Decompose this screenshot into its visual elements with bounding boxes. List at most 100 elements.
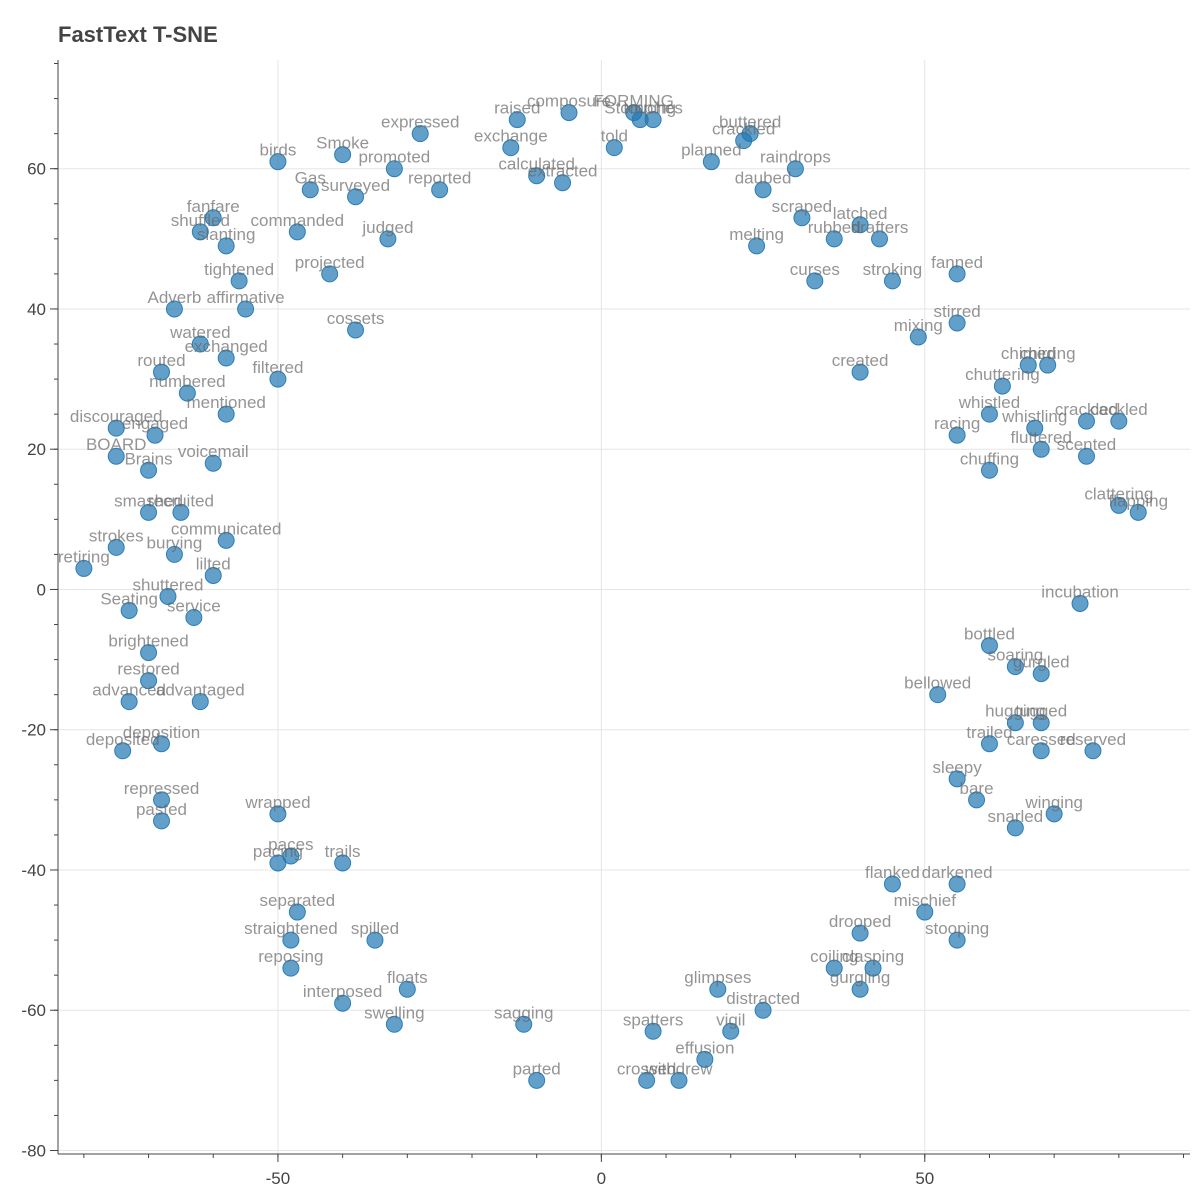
scatter-point[interactable] bbox=[909, 328, 927, 346]
scatter-point[interactable] bbox=[269, 805, 287, 823]
scatter-point[interactable] bbox=[502, 139, 520, 157]
scatter-point[interactable] bbox=[948, 314, 966, 332]
scatter-point[interactable] bbox=[379, 230, 397, 248]
scatter-point[interactable] bbox=[980, 405, 998, 423]
scatter-point[interactable] bbox=[1078, 447, 1096, 465]
scatter-point[interactable] bbox=[948, 875, 966, 893]
scatter-point[interactable] bbox=[1006, 658, 1024, 676]
scatter-point[interactable] bbox=[968, 791, 986, 809]
scatter-point[interactable] bbox=[754, 1001, 772, 1019]
scatter-point[interactable] bbox=[107, 419, 125, 437]
scatter-point[interactable] bbox=[1032, 742, 1050, 760]
scatter-point[interactable] bbox=[864, 959, 882, 977]
scatter-point[interactable] bbox=[347, 188, 365, 206]
scatter-point[interactable] bbox=[722, 1022, 740, 1040]
scatter-point[interactable] bbox=[347, 321, 365, 339]
scatter-point[interactable] bbox=[230, 272, 248, 290]
scatter-point[interactable] bbox=[702, 153, 720, 171]
scatter-point[interactable] bbox=[140, 503, 158, 521]
scatter-point[interactable] bbox=[1078, 412, 1096, 430]
scatter-point[interactable] bbox=[172, 503, 190, 521]
scatter-point[interactable] bbox=[120, 693, 138, 711]
scatter-point[interactable] bbox=[883, 272, 901, 290]
scatter-point[interactable] bbox=[217, 349, 235, 367]
scatter-point[interactable] bbox=[217, 405, 235, 423]
scatter-point[interactable] bbox=[980, 637, 998, 655]
scatter-point[interactable] bbox=[806, 272, 824, 290]
scatter-point[interactable] bbox=[366, 931, 384, 949]
scatter-point[interactable] bbox=[1032, 440, 1050, 458]
scatter-point[interactable] bbox=[334, 994, 352, 1012]
scatter-point[interactable] bbox=[185, 609, 203, 627]
scatter-point[interactable] bbox=[735, 132, 753, 150]
scatter-point[interactable] bbox=[107, 538, 125, 556]
scatter-point[interactable] bbox=[152, 735, 170, 753]
scatter-point[interactable] bbox=[1032, 665, 1050, 683]
scatter-point[interactable] bbox=[411, 125, 429, 143]
scatter-point[interactable] bbox=[1071, 594, 1089, 612]
scatter-point[interactable] bbox=[993, 377, 1011, 395]
scatter-point[interactable] bbox=[301, 181, 319, 199]
scatter-point[interactable] bbox=[165, 300, 183, 318]
scatter-point[interactable] bbox=[152, 363, 170, 381]
scatter-point[interactable] bbox=[1006, 819, 1024, 837]
scatter-point[interactable] bbox=[508, 111, 526, 129]
scatter-point[interactable] bbox=[644, 111, 662, 129]
scatter-point[interactable] bbox=[217, 237, 235, 255]
scatter-point[interactable] bbox=[431, 181, 449, 199]
scatter-point[interactable] bbox=[321, 265, 339, 283]
scatter-point[interactable] bbox=[288, 223, 306, 241]
scatter-point[interactable] bbox=[237, 300, 255, 318]
scatter-point[interactable] bbox=[851, 363, 869, 381]
scatter-point[interactable] bbox=[114, 742, 132, 760]
scatter-point[interactable] bbox=[204, 566, 222, 584]
scatter-point[interactable] bbox=[871, 230, 889, 248]
scatter-point[interactable] bbox=[282, 931, 300, 949]
scatter-point[interactable] bbox=[980, 461, 998, 479]
scatter-point[interactable] bbox=[929, 686, 947, 704]
scatter-point[interactable] bbox=[748, 237, 766, 255]
scatter-point[interactable] bbox=[398, 980, 416, 998]
scatter-point[interactable] bbox=[754, 181, 772, 199]
scatter-point[interactable] bbox=[528, 1071, 546, 1089]
scatter-point[interactable] bbox=[1026, 419, 1044, 437]
scatter-point[interactable] bbox=[605, 139, 623, 157]
scatter-point[interactable] bbox=[282, 959, 300, 977]
scatter-point[interactable] bbox=[385, 1015, 403, 1033]
scatter-point[interactable] bbox=[1129, 503, 1147, 521]
scatter-point[interactable] bbox=[152, 812, 170, 830]
scatter-point[interactable] bbox=[191, 335, 209, 353]
scatter-point[interactable] bbox=[334, 854, 352, 872]
scatter-point[interactable] bbox=[851, 980, 869, 998]
scatter-point[interactable] bbox=[269, 153, 287, 171]
scatter-point[interactable] bbox=[120, 602, 138, 620]
scatter-point[interactable] bbox=[638, 1071, 656, 1089]
scatter-point[interactable] bbox=[825, 959, 843, 977]
scatter-point[interactable] bbox=[152, 791, 170, 809]
scatter-point[interactable] bbox=[1045, 805, 1063, 823]
scatter-point[interactable] bbox=[528, 167, 546, 185]
scatter-point[interactable] bbox=[204, 454, 222, 472]
scatter-point[interactable] bbox=[1019, 356, 1037, 374]
scatter-point[interactable] bbox=[560, 104, 578, 122]
scatter-point[interactable] bbox=[288, 903, 306, 921]
scatter-point[interactable] bbox=[644, 1022, 662, 1040]
scatter-point[interactable] bbox=[191, 693, 209, 711]
scatter-point[interactable] bbox=[1006, 714, 1024, 732]
scatter-point[interactable] bbox=[1110, 496, 1128, 514]
scatter-point[interactable] bbox=[851, 216, 869, 234]
scatter-point[interactable] bbox=[696, 1050, 714, 1068]
scatter-point[interactable] bbox=[107, 447, 125, 465]
scatter-point[interactable] bbox=[178, 384, 196, 402]
scatter-point[interactable] bbox=[140, 461, 158, 479]
scatter-point[interactable] bbox=[159, 587, 177, 605]
scatter-point[interactable] bbox=[948, 770, 966, 788]
scatter-point[interactable] bbox=[980, 735, 998, 753]
scatter-point[interactable] bbox=[1039, 356, 1057, 374]
scatter-point[interactable] bbox=[1110, 412, 1128, 430]
scatter-point[interactable] bbox=[1032, 714, 1050, 732]
scatter-point[interactable] bbox=[334, 146, 352, 164]
scatter-point[interactable] bbox=[793, 209, 811, 227]
scatter-point[interactable] bbox=[515, 1015, 533, 1033]
